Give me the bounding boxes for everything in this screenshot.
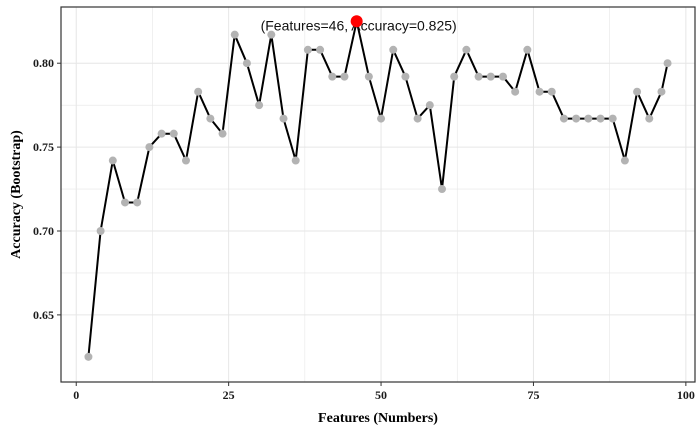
x-tick-label: 25 — [223, 388, 235, 402]
data-point — [181, 156, 190, 165]
data-point — [584, 114, 593, 123]
data-point — [511, 87, 520, 96]
data-point — [547, 87, 556, 96]
y-tick-label: 0.75 — [33, 140, 54, 154]
data-point — [169, 129, 178, 138]
data-point — [572, 114, 581, 123]
data-point — [523, 45, 532, 54]
data-point — [267, 30, 276, 39]
data-point — [438, 185, 447, 194]
data-point — [121, 198, 130, 207]
data-point — [328, 72, 337, 81]
data-point — [145, 143, 154, 152]
data-point — [279, 114, 288, 123]
data-point — [645, 114, 654, 123]
highlight-layer: (Features=46, Accuracy=0.825) — [261, 15, 457, 33]
y-tick-label: 0.80 — [33, 56, 54, 70]
data-point — [559, 114, 568, 123]
plot-panel — [61, 7, 695, 382]
data-point — [401, 72, 410, 81]
data-point — [498, 72, 507, 81]
data-point — [620, 156, 629, 165]
series-points-layer — [84, 17, 672, 361]
y-tick-label: 0.70 — [33, 224, 54, 238]
data-point — [425, 101, 434, 110]
data-point — [340, 72, 349, 81]
axis-ticks — [57, 62, 687, 386]
data-point — [663, 59, 672, 68]
data-point — [364, 72, 373, 81]
x-tick-label: 100 — [677, 388, 695, 402]
data-point — [242, 59, 251, 68]
data-point — [133, 198, 142, 207]
data-point — [206, 114, 215, 123]
data-point — [633, 87, 642, 96]
data-point — [608, 114, 617, 123]
x-tick-label: 50 — [375, 388, 387, 402]
data-point — [316, 45, 325, 54]
data-point — [474, 72, 483, 81]
data-point — [377, 114, 386, 123]
x-tick-label: 0 — [73, 388, 79, 402]
data-point — [194, 87, 203, 96]
data-point — [218, 129, 227, 138]
data-point — [108, 156, 117, 165]
data-point — [96, 226, 105, 235]
x-tick-label: 75 — [527, 388, 539, 402]
data-point — [535, 87, 544, 96]
y-tick-label: 0.65 — [33, 308, 54, 322]
data-point — [157, 129, 166, 138]
tick-labels: 0 25 50 75 100 0.65 0.70 0.75 0.80 — [33, 56, 695, 402]
data-point — [84, 352, 93, 361]
data-point — [389, 45, 398, 54]
x-axis-title: Features (Numbers) — [318, 411, 438, 426]
data-point — [596, 114, 605, 123]
data-point — [657, 87, 666, 96]
data-point — [413, 114, 422, 123]
data-point — [450, 72, 459, 81]
best-point-marker — [350, 15, 363, 28]
y-axis-title: Accuracy (Bootstrap) — [9, 130, 24, 259]
data-point — [255, 101, 264, 110]
panel-border — [60, 6, 696, 383]
data-point — [230, 30, 239, 39]
data-point — [462, 45, 471, 54]
data-point — [291, 156, 300, 165]
data-point — [486, 72, 495, 81]
data-point — [303, 45, 312, 54]
